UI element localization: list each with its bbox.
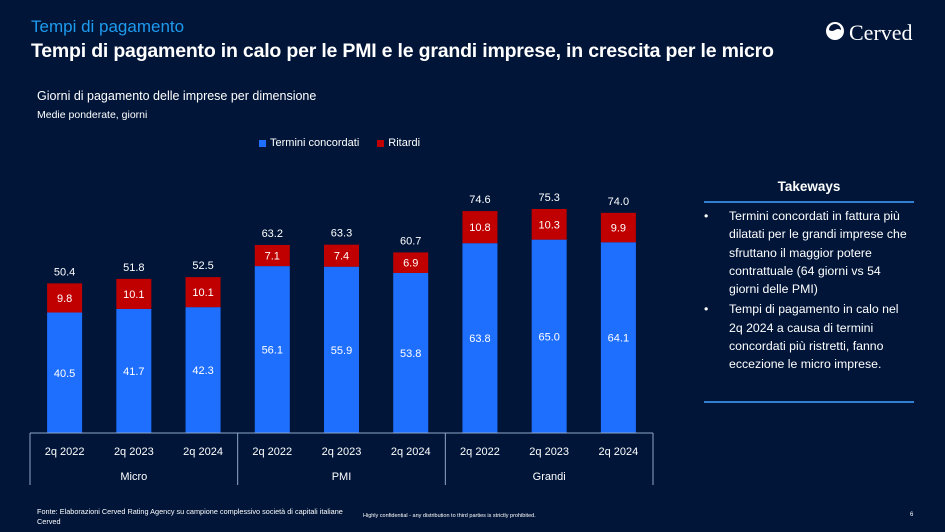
- data-label-total: 63.3: [331, 228, 352, 240]
- x-tick-label: 2q 2024: [599, 446, 639, 458]
- bar-ritardi: [531, 208, 567, 240]
- takeaways-top-divider: [704, 201, 914, 203]
- bar-termini: [116, 308, 152, 433]
- data-label-total: 51.8: [123, 262, 144, 274]
- bar-ritardi: [393, 252, 429, 273]
- page-title: Tempi di pagamento in calo per le PMI e …: [31, 40, 774, 62]
- cerved-logo: Cerved: [825, 20, 913, 46]
- bar-termini: [47, 312, 83, 433]
- takeaway-text: Termini concordati in fattura più dilata…: [729, 209, 907, 297]
- takeaway-item: • Tempi di pagamento in calo nel 2q 2024…: [704, 300, 914, 373]
- data-label-total: 52.5: [192, 260, 213, 272]
- x-group-label: Grandi: [533, 471, 566, 483]
- legend-swatch-termini: [259, 139, 266, 147]
- page-number: 6: [910, 512, 914, 518]
- data-label-termini: 55.9: [331, 345, 352, 357]
- legend-swatch-ritardi: [377, 139, 385, 147]
- x-tick-label: 2q 2024: [183, 446, 223, 458]
- data-label-ritardi: 9.8: [57, 293, 72, 305]
- x-tick-label: 2q 2024: [391, 446, 431, 458]
- chart-title: Giorni di pagamento delle imprese per di…: [37, 89, 317, 103]
- x-tick-label: 2q 2023: [529, 446, 569, 458]
- data-label-termini: 65.0: [538, 331, 559, 343]
- data-label-total: 60.7: [400, 235, 421, 247]
- logo-name: Cerved: [849, 20, 913, 45]
- bar-termini: [531, 239, 567, 433]
- takeaways-bottom-divider: [704, 401, 914, 403]
- x-group-label: Micro: [120, 471, 147, 483]
- takeaway-item: • Termini concordati in fattura più dila…: [704, 207, 914, 298]
- x-group-label: PMI: [332, 471, 352, 483]
- footer-confidential: Highly confidential - any distribution t…: [363, 513, 536, 519]
- data-label-total: 50.4: [54, 266, 75, 278]
- data-label-termini: 40.5: [54, 368, 75, 380]
- bar-ritardi: [324, 244, 359, 267]
- data-label-total: 74.6: [469, 194, 490, 206]
- data-label-ritardi: 7.4: [334, 251, 349, 263]
- legend-label-ritardi: Ritardi: [388, 137, 421, 149]
- x-tick-label: 2q 2022: [252, 446, 292, 458]
- data-label-ritardi: 10.3: [538, 219, 559, 231]
- x-tick-label: 2q 2023: [114, 446, 154, 458]
- footer-source: Fonte: Elaborazioni Cerved Rating Agency…: [37, 507, 343, 526]
- bar-termini: [254, 266, 290, 433]
- legend-item-termini: Termini concordati: [259, 137, 359, 149]
- data-label-termini: 63.8: [469, 333, 490, 345]
- bar-termini: [393, 272, 429, 433]
- bar-ritardi: [47, 283, 83, 313]
- data-label-ritardi: 10.1: [192, 287, 213, 299]
- data-label-ritardi: 6.9: [403, 258, 418, 270]
- bar-termini: [600, 242, 636, 433]
- bullet: •: [704, 302, 709, 317]
- takeaways-list: • Termini concordati in fattura più dila…: [704, 207, 914, 376]
- bar-ritardi: [462, 211, 498, 244]
- bar-termini: [324, 266, 359, 433]
- bar-ritardi: [116, 278, 152, 309]
- takeaway-text: Tempi di pagamento in calo nel 2q 2024 a…: [729, 302, 899, 372]
- bar-ritardi: [185, 277, 221, 308]
- bullet: •: [704, 209, 709, 223]
- takeaways-title: Takeways: [777, 179, 841, 194]
- cerved-logo-icon: [825, 21, 845, 46]
- data-label-ritardi: 10.1: [123, 289, 144, 301]
- bar-termini: [462, 243, 498, 433]
- data-label-termini: 41.7: [123, 366, 144, 378]
- chart-legend: Termini concordati Ritardi: [259, 137, 438, 149]
- x-tick-label: 2q 2022: [45, 446, 85, 458]
- data-label-termini: 64.1: [608, 333, 629, 345]
- chart-subtitle: Medie ponderate, giorni: [37, 109, 148, 121]
- data-label-termini: 42.3: [192, 365, 213, 377]
- data-label-termini: 56.1: [262, 345, 283, 357]
- data-label-total: 74.0: [608, 196, 629, 208]
- section-title: Tempi di pagamento: [31, 17, 185, 36]
- legend-label-termini: Termini concordati: [270, 137, 360, 149]
- legend-item-ritardi: Ritardi: [377, 137, 420, 149]
- data-label-total: 75.3: [538, 192, 559, 204]
- bar-termini: [185, 307, 221, 433]
- bar-ritardi: [600, 212, 636, 243]
- bar-ritardi: [254, 244, 290, 267]
- data-label-ritardi: 9.9: [611, 223, 626, 235]
- data-label-termini: 53.8: [400, 348, 421, 360]
- x-tick-label: 2q 2023: [322, 446, 362, 458]
- data-label-ritardi: 10.8: [469, 222, 490, 234]
- data-label-ritardi: 7.1: [265, 251, 280, 263]
- data-label-total: 63.2: [262, 228, 283, 240]
- x-tick-label: 2q 2022: [460, 446, 500, 458]
